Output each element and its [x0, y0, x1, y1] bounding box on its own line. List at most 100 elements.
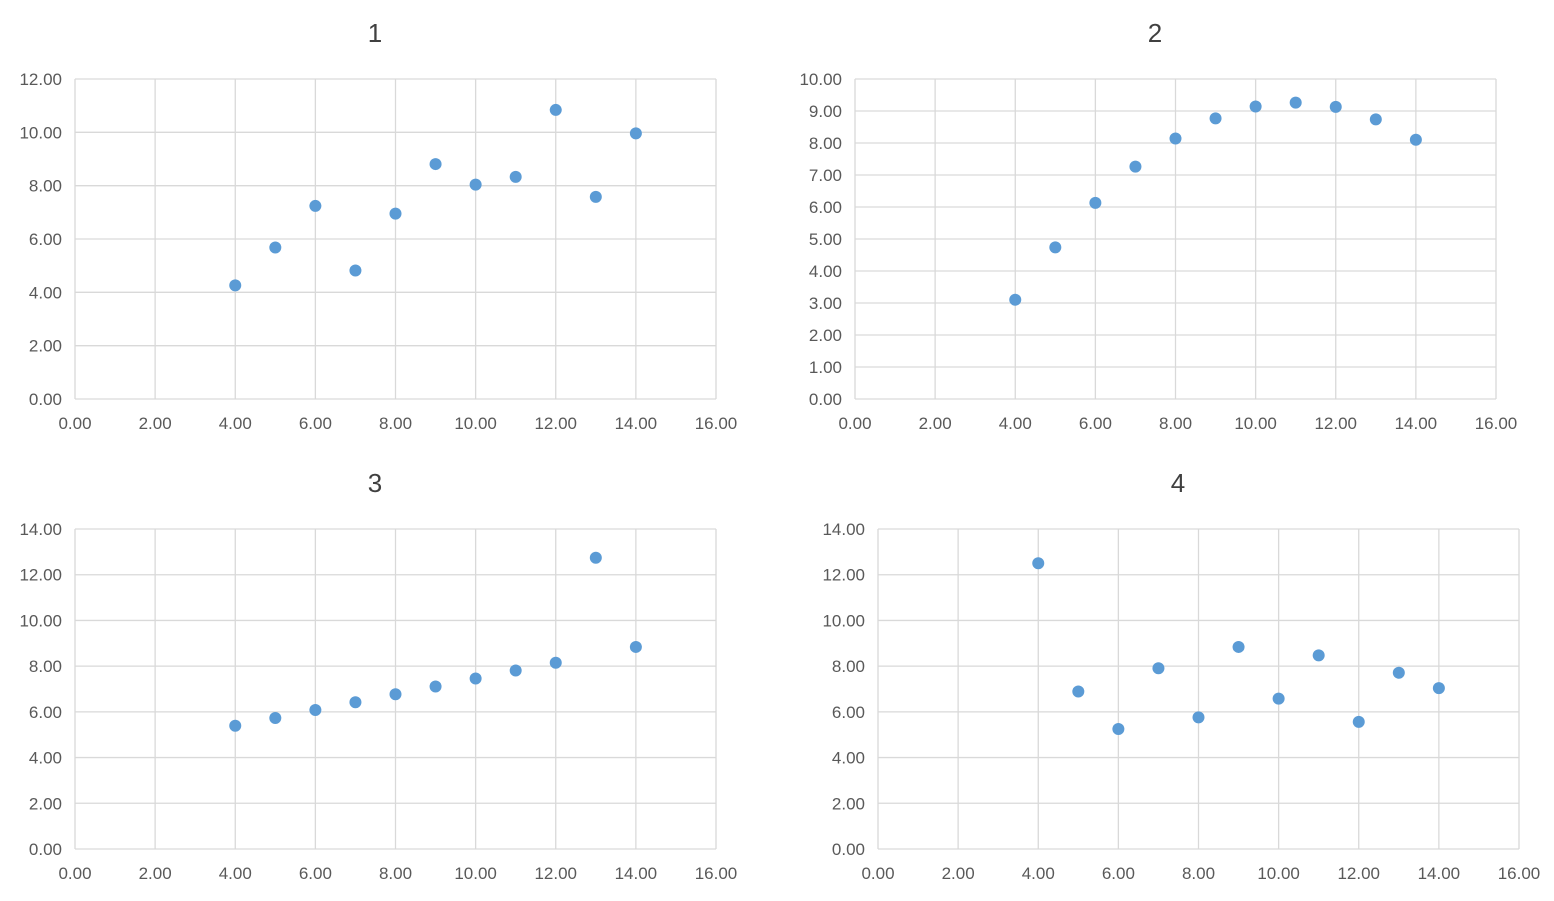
x-tick-label: 0.00 — [861, 864, 894, 883]
x-tick-label: 16.00 — [695, 864, 738, 883]
y-tick-label: 0.00 — [832, 840, 865, 859]
y-tick-label: 0.00 — [29, 840, 62, 859]
x-tick-label: 12.00 — [1337, 864, 1380, 883]
data-point — [1369, 113, 1382, 126]
y-tick-label: 8.00 — [29, 177, 62, 196]
x-tick-label: 2.00 — [139, 864, 172, 883]
y-tick-label: 2.00 — [29, 794, 62, 813]
data-point — [1032, 557, 1045, 570]
y-tick-label: 0.00 — [29, 390, 62, 409]
scatter-plot-4: 0.00 2.00 4.00 6.00 8.00 10.00 12.00 14.00 16.00… — [822, 520, 1541, 883]
data-point — [269, 712, 282, 725]
data-point — [389, 688, 402, 701]
x-tick-label: 10.00 — [1234, 414, 1277, 433]
y-tick-label: 2.00 — [29, 337, 62, 356]
y-tick-label: 8.00 — [29, 657, 62, 676]
y-tick-label: 10.00 — [19, 123, 62, 142]
x-tick-label: 6.00 — [299, 414, 332, 433]
y-tick-label: 10.00 — [799, 70, 842, 89]
data-point — [589, 190, 602, 203]
x-tick-label: 8.00 — [379, 864, 412, 883]
data-point — [509, 664, 522, 677]
data-point — [589, 551, 602, 564]
data-point — [1232, 640, 1245, 653]
y-tick-label: 10.00 — [19, 611, 62, 630]
scatter-plot-3: 0.00 2.00 4.00 6.00 8.00 10.00 12.00 14.00 16.00… — [19, 520, 738, 883]
x-tick-label: 14.00 — [615, 864, 658, 883]
y-tick-label: 4.00 — [29, 749, 62, 768]
data-point — [629, 640, 642, 653]
y-tick-label: 8.00 — [809, 134, 842, 153]
x-tick-label: 12.00 — [534, 864, 577, 883]
x-tick-label: 10.00 — [454, 414, 497, 433]
data-point — [1432, 682, 1445, 695]
y-tick-label: 5.00 — [809, 230, 842, 249]
scatter-plot-1: 0.00 2.00 4.00 6.00 8.00 10.00 12.00 14.00 16.00… — [19, 70, 738, 433]
x-tick-label: 0.00 — [838, 414, 871, 433]
x-tick-label: 0.00 — [58, 864, 91, 883]
data-point — [349, 696, 362, 709]
y-tick-label: 14.00 — [822, 520, 865, 539]
x-tick-label: 8.00 — [1159, 414, 1192, 433]
y-tick-label: 4.00 — [29, 283, 62, 302]
x-tick-label: 14.00 — [1418, 864, 1461, 883]
data-point — [1352, 715, 1365, 728]
data-point — [349, 264, 362, 277]
y-tick-label: 6.00 — [832, 703, 865, 722]
data-point — [1169, 132, 1182, 145]
x-tick-label: 16.00 — [1498, 864, 1541, 883]
y-tick-label: 12.00 — [19, 70, 62, 89]
data-point — [549, 656, 562, 669]
data-point — [1272, 692, 1285, 705]
x-tick-label: 4.00 — [1022, 864, 1055, 883]
data-point — [1192, 711, 1205, 724]
data-point — [509, 170, 522, 183]
data-point — [229, 279, 242, 292]
x-tick-label: 0.00 — [58, 414, 91, 433]
x-tick-label: 16.00 — [695, 414, 738, 433]
scatter-plot-2: 0.00 2.00 4.00 6.00 8.00 10.00 12.00 14.00 16.00… — [799, 70, 1517, 433]
data-point — [429, 158, 442, 171]
x-tick-label: 6.00 — [1102, 864, 1135, 883]
chart-panel-1: 1 0.00 2.00 4.00 6.00 8.00 10.00 12.00 14.00 16.… — [0, 0, 777, 450]
x-tick-label: 10.00 — [1257, 864, 1300, 883]
y-tick-label: 6.00 — [809, 198, 842, 217]
data-point — [629, 127, 642, 140]
data-point — [1089, 196, 1102, 209]
y-tick-label: 7.00 — [809, 166, 842, 185]
y-tick-label: 9.00 — [809, 102, 842, 121]
chart-panel-3: 3 0.00 2.00 4.00 6.00 8.00 10.00 12.00 14.00 16.… — [0, 450, 777, 901]
data-point — [1312, 649, 1325, 662]
data-point — [549, 103, 562, 116]
y-tick-label: 1.00 — [809, 358, 842, 377]
y-tick-label: 2.00 — [832, 794, 865, 813]
y-tick-label: 6.00 — [29, 230, 62, 249]
data-point — [1129, 160, 1142, 173]
data-point — [1152, 662, 1165, 675]
y-tick-label: 6.00 — [29, 703, 62, 722]
data-point — [1209, 112, 1222, 125]
x-tick-label: 12.00 — [534, 414, 577, 433]
data-point — [389, 207, 402, 220]
data-point — [1009, 293, 1022, 306]
x-tick-label: 2.00 — [139, 414, 172, 433]
y-tick-label: 3.00 — [809, 294, 842, 313]
data-point — [469, 178, 482, 191]
x-tick-label: 10.00 — [454, 864, 497, 883]
x-tick-label: 14.00 — [615, 414, 658, 433]
x-tick-label: 6.00 — [1079, 414, 1112, 433]
data-point — [1289, 96, 1302, 109]
chart-title-3: 3 — [367, 468, 383, 498]
x-tick-label: 2.00 — [919, 414, 952, 433]
data-point — [1072, 685, 1085, 698]
y-tick-label: 8.00 — [832, 657, 865, 676]
data-point — [1112, 723, 1125, 735]
x-tick-label: 8.00 — [1182, 864, 1215, 883]
x-tick-label: 14.00 — [1395, 414, 1438, 433]
x-tick-label: 4.00 — [219, 864, 252, 883]
x-tick-label: 12.00 — [1314, 414, 1357, 433]
y-tick-label: 4.00 — [832, 749, 865, 768]
data-point — [1392, 666, 1405, 679]
chart-panel-4: 4 0.00 2.00 4.00 6.00 8.00 10.00 12.00 14.00 16.… — [777, 450, 1554, 901]
